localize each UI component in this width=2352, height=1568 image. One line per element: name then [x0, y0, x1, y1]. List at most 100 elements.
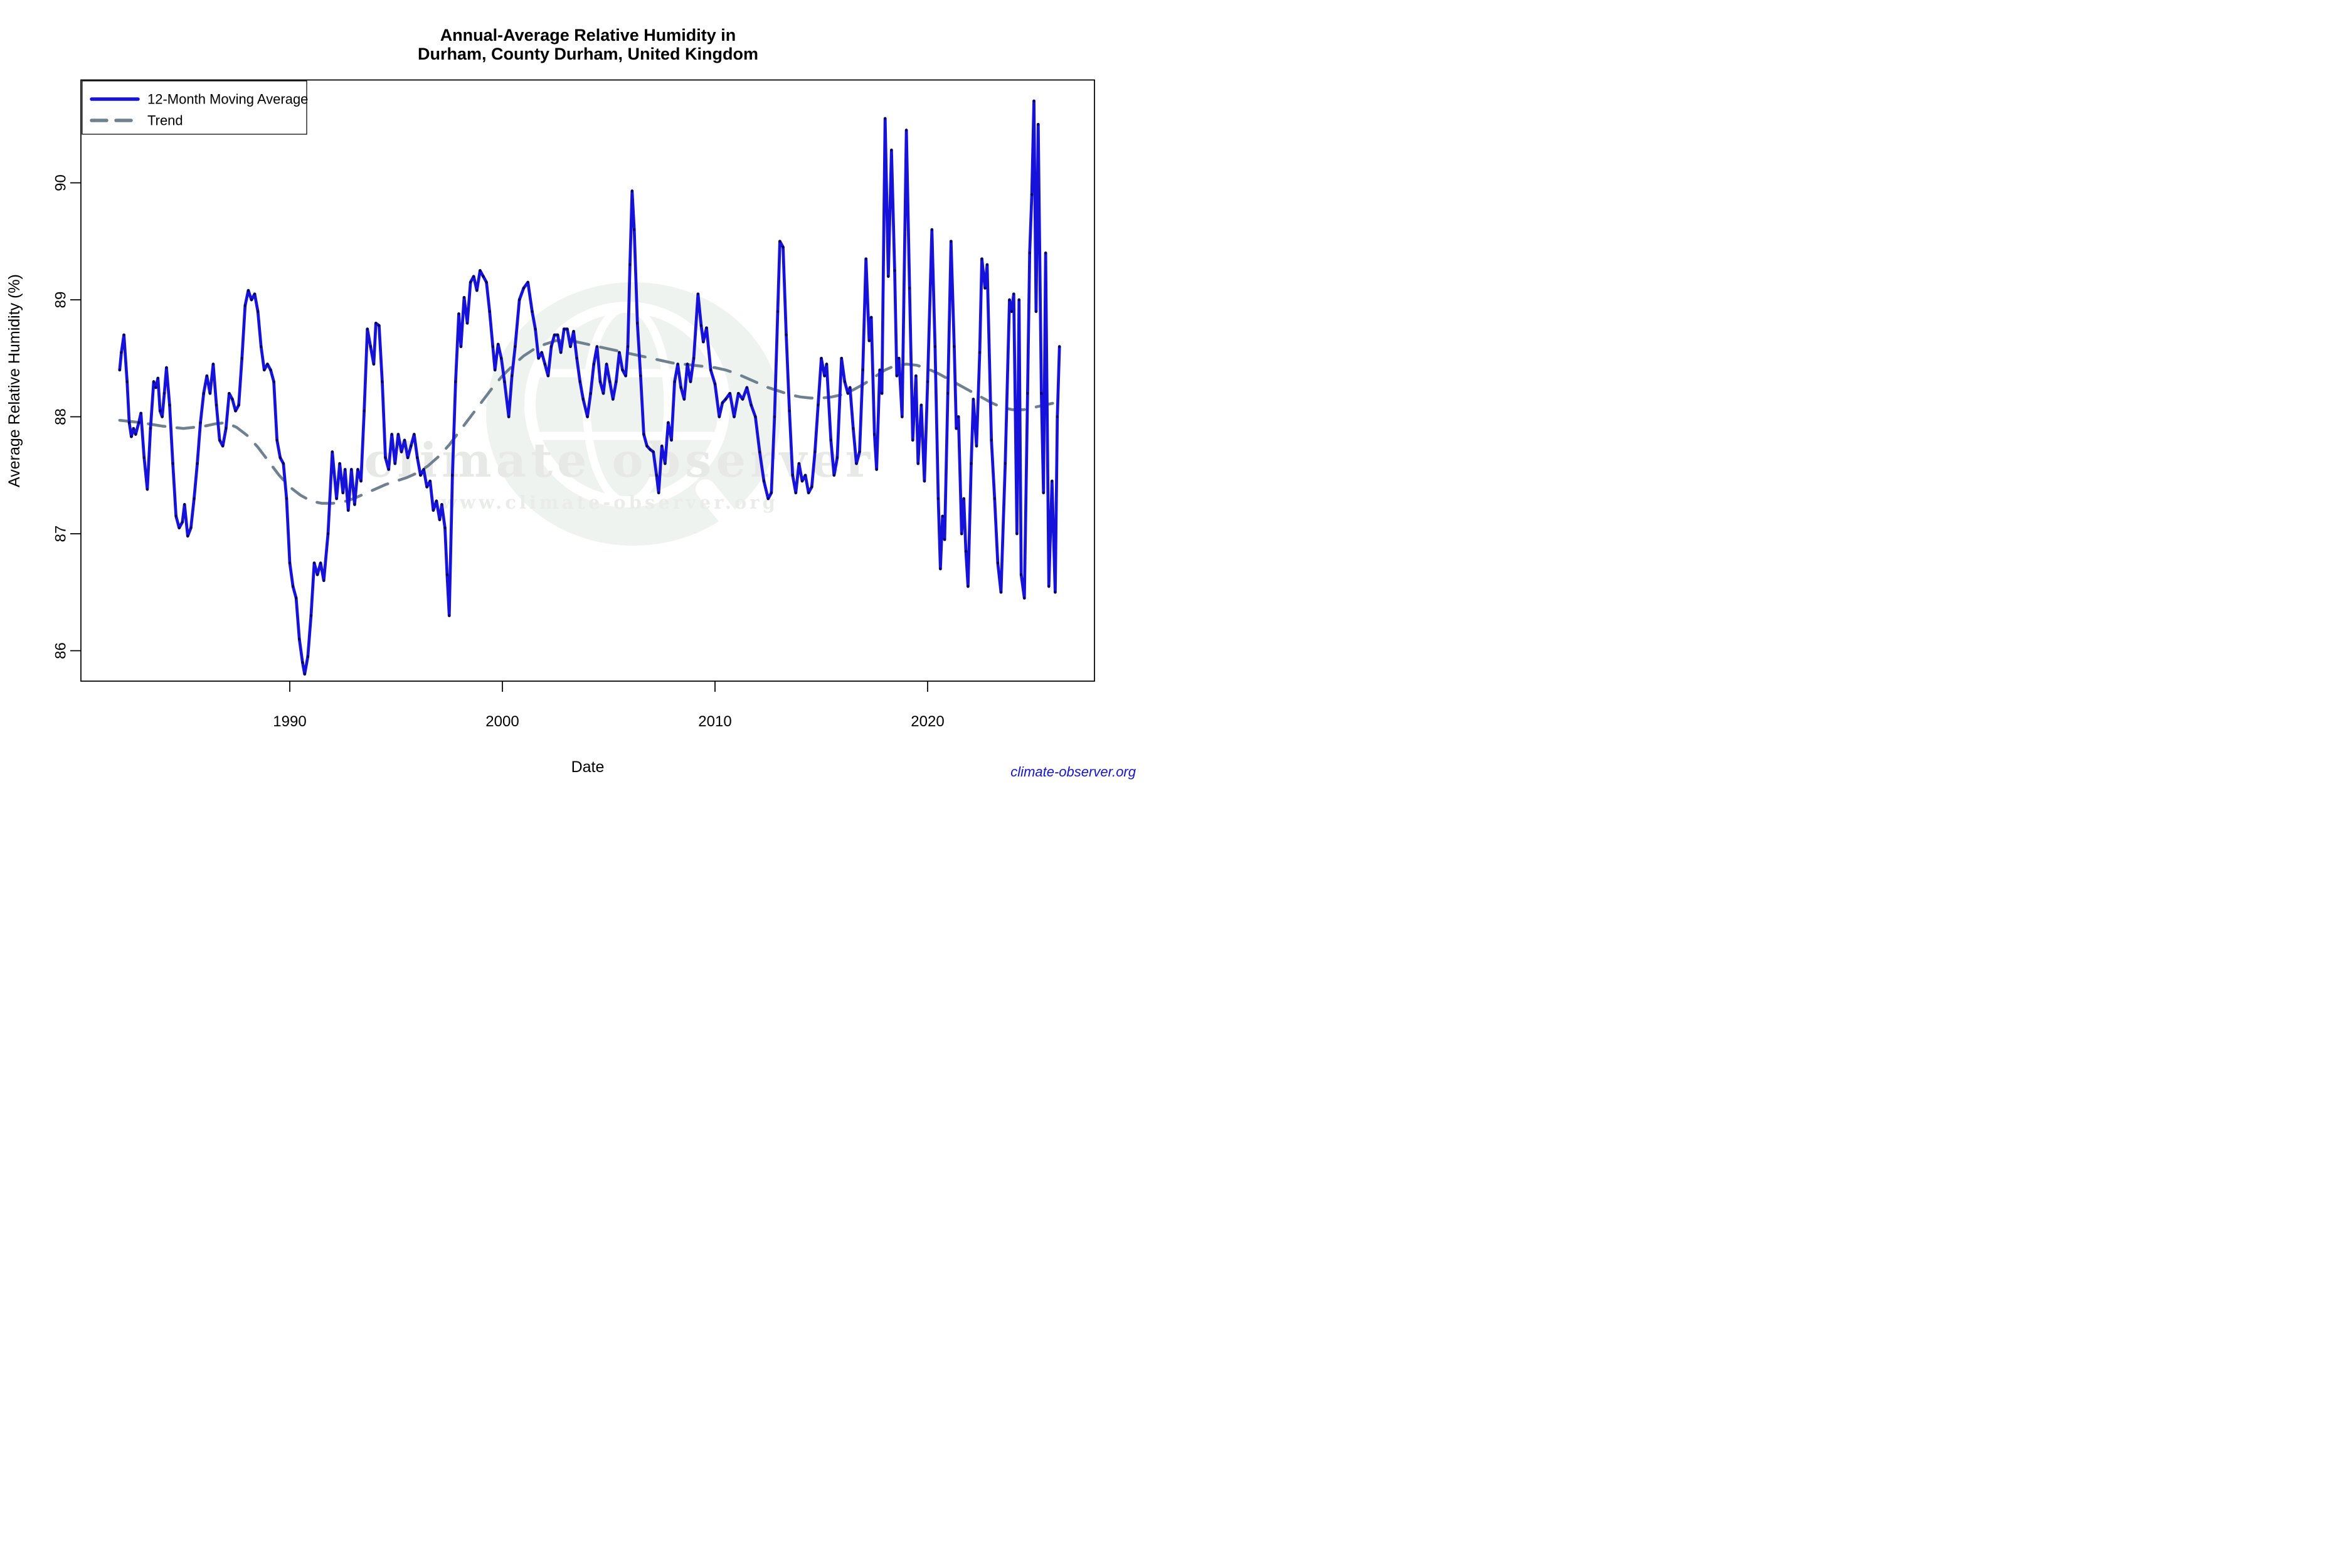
data-point: [416, 456, 419, 459]
data-point: [807, 491, 810, 494]
data-point: [926, 380, 930, 383]
data-point: [788, 409, 791, 413]
data-point: [758, 450, 761, 453]
data-point: [990, 438, 993, 442]
data-point: [546, 374, 550, 378]
data-point: [549, 345, 553, 348]
data-point: [120, 351, 123, 354]
data-point: [448, 614, 451, 617]
data-point: [488, 310, 491, 313]
data-point: [425, 485, 428, 489]
data-point: [438, 518, 442, 521]
data-point: [211, 363, 215, 366]
data-point: [939, 567, 942, 571]
data-point: [193, 497, 196, 501]
data-point: [642, 433, 645, 436]
x-axis-label: Date: [571, 758, 605, 776]
data-point: [303, 672, 306, 676]
data-point: [890, 149, 893, 152]
data-point: [406, 456, 410, 459]
data-point: [750, 403, 753, 407]
data-point: [794, 491, 798, 494]
data-point: [1017, 298, 1020, 302]
data-point: [381, 380, 384, 383]
data-point: [626, 345, 630, 348]
data-point: [496, 342, 500, 346]
data-point: [228, 391, 231, 395]
data-point: [713, 383, 717, 386]
data-point: [366, 327, 369, 331]
data-point: [491, 345, 494, 348]
data-point: [933, 345, 937, 348]
data-point: [724, 398, 728, 401]
data-point: [941, 514, 944, 518]
data-point: [820, 357, 823, 360]
data-point: [282, 462, 285, 465]
data-point: [202, 391, 205, 395]
data-point: [158, 409, 162, 413]
data-point: [628, 263, 632, 267]
data-point: [435, 499, 438, 503]
data-point: [142, 456, 146, 459]
data-point: [263, 368, 266, 372]
data-point: [846, 391, 850, 395]
data-point: [472, 275, 475, 278]
data-point: [1054, 591, 1057, 594]
data-point: [559, 351, 563, 354]
data-point: [218, 438, 221, 442]
data-point: [843, 380, 847, 383]
data-point: [1010, 310, 1014, 313]
data-point: [624, 374, 627, 378]
data-point: [923, 479, 926, 483]
data-point: [475, 289, 479, 292]
data-point: [1008, 298, 1011, 302]
data-point: [621, 368, 624, 372]
data-point: [657, 491, 660, 494]
data-point: [955, 426, 958, 430]
data-point: [168, 403, 171, 407]
data-point: [962, 497, 965, 501]
data-point: [578, 380, 581, 383]
data-point: [322, 579, 326, 582]
data-point: [1034, 310, 1038, 313]
data-point: [556, 333, 559, 337]
data-point: [231, 398, 234, 401]
data-point: [215, 403, 218, 407]
data-point: [972, 398, 975, 401]
data-point: [770, 491, 773, 494]
data-point: [326, 532, 330, 536]
data-point: [612, 398, 615, 401]
data-point: [243, 304, 247, 307]
data-point: [260, 345, 263, 348]
data-point: [978, 351, 982, 354]
data-point: [967, 585, 970, 588]
data-point: [887, 275, 890, 278]
data-point: [400, 450, 403, 453]
data-point: [363, 409, 366, 413]
data-point: [733, 415, 736, 418]
data-point: [174, 514, 177, 518]
data-point: [632, 228, 636, 231]
data-point: [503, 380, 506, 383]
data-point: [649, 448, 652, 451]
data-point: [432, 509, 435, 512]
data-point: [829, 438, 832, 442]
climate-observer-link[interactable]: climate-observer.org: [1010, 764, 1136, 780]
data-point: [803, 474, 807, 477]
data-point: [975, 444, 978, 448]
data-point: [451, 474, 454, 477]
data-point: [673, 380, 676, 383]
data-point: [1015, 532, 1019, 536]
data-point: [1028, 252, 1031, 255]
data-point: [849, 386, 852, 389]
data-point: [469, 280, 472, 284]
data-point: [639, 374, 642, 378]
data-point: [861, 368, 864, 372]
data-point: [970, 462, 973, 465]
data-point: [359, 479, 363, 483]
data-point: [630, 189, 634, 193]
data-point: [125, 380, 129, 383]
data-point: [852, 426, 855, 430]
data-point: [331, 450, 334, 453]
data-point: [462, 296, 466, 299]
